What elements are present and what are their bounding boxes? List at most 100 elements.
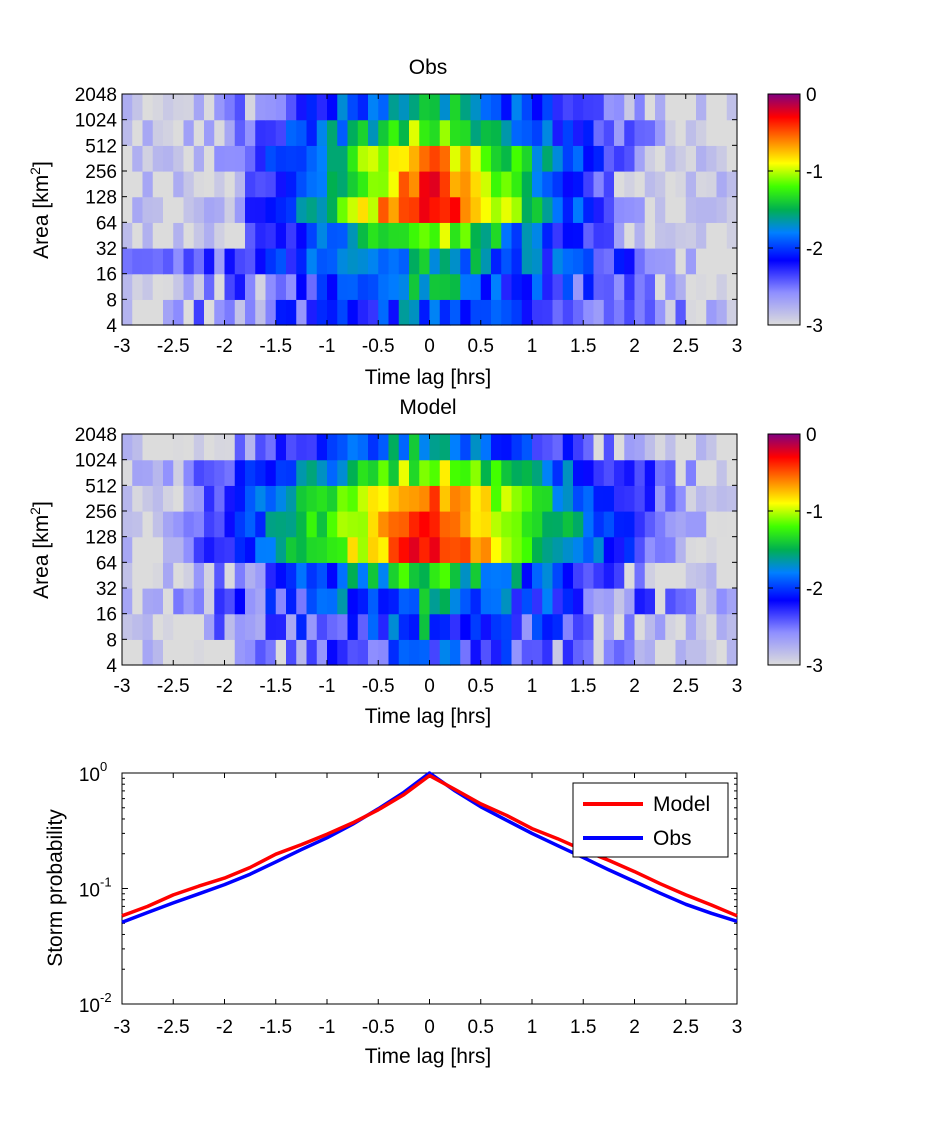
x-tick-label: 3 xyxy=(732,676,743,697)
heatmap-cell xyxy=(234,222,246,249)
heatmap-cell xyxy=(562,588,574,615)
heatmap-cell xyxy=(501,145,513,172)
heatmap-cell xyxy=(665,485,677,512)
heatmap-cell xyxy=(296,196,308,223)
heatmap-cell xyxy=(286,588,297,615)
heatmap-cell xyxy=(265,485,277,512)
heatmap-cell xyxy=(655,485,666,512)
x-tick-label: 1.5 xyxy=(570,676,596,697)
heatmap-cell xyxy=(398,171,410,198)
heatmap-cell xyxy=(357,196,369,223)
heatmap-cell xyxy=(583,196,595,223)
heatmap-cell xyxy=(511,511,523,538)
heatmap-cell xyxy=(644,588,656,615)
heatmap-cell xyxy=(173,511,185,538)
heatmap-cell xyxy=(675,536,687,563)
heatmap-cell xyxy=(593,145,605,172)
heatmap-cell xyxy=(460,248,472,275)
heatmap-cell xyxy=(255,299,267,326)
heatmap-cell xyxy=(521,196,533,223)
heatmap-cell xyxy=(655,119,666,146)
heatmap-cell xyxy=(603,196,615,223)
heatmap-cell xyxy=(132,485,144,512)
heatmap-cell xyxy=(122,222,133,249)
heatmap-cell xyxy=(552,639,564,666)
heatmap-cell xyxy=(450,613,461,640)
heatmap-cell xyxy=(398,248,410,275)
heatmap-cell xyxy=(327,613,338,640)
heatmap-cell xyxy=(173,536,185,563)
heatmap-cell xyxy=(419,119,431,146)
y-tick-label: 32 xyxy=(96,239,117,260)
heatmap-cell xyxy=(726,588,738,615)
heatmap-cell xyxy=(204,119,215,146)
heatmap-cell xyxy=(234,171,246,198)
heatmap-cell xyxy=(542,273,554,300)
heatmap-cell xyxy=(183,434,195,461)
y-tick-label: 10 xyxy=(79,881,100,902)
heatmap-cell xyxy=(583,459,595,486)
heatmap-cell xyxy=(614,536,625,563)
heatmap-cell xyxy=(532,613,543,640)
heatmap-cell xyxy=(542,171,554,198)
heatmap-cell xyxy=(470,459,482,486)
x-tick-label: 2.5 xyxy=(673,336,699,357)
heatmap-cell xyxy=(624,434,636,461)
heatmap-cell xyxy=(224,485,236,512)
heatmap-cell xyxy=(214,248,226,275)
heatmap-cell xyxy=(316,536,328,563)
heatmap-cell xyxy=(552,196,564,223)
heatmap-cell xyxy=(265,273,277,300)
heatmap-cell xyxy=(409,196,420,223)
heatmap-cell xyxy=(296,299,308,326)
heatmap-cell xyxy=(409,299,420,326)
heatmap-cell xyxy=(152,511,164,538)
heatmap-cell xyxy=(665,119,677,146)
heatmap-cell xyxy=(573,459,584,486)
heatmap-cell xyxy=(398,94,410,121)
heatmap-cell xyxy=(204,588,215,615)
heatmap-cell xyxy=(265,299,277,326)
heatmap-cell xyxy=(542,196,554,223)
heatmap-cell xyxy=(306,196,318,223)
line-y-axis-label: Storm probability xyxy=(44,809,67,967)
heatmap-cell xyxy=(726,248,738,275)
heatmap-cell xyxy=(368,196,379,223)
heatmap-cell xyxy=(603,485,615,512)
heatmap-cell xyxy=(429,273,441,300)
heatmap-cell xyxy=(234,511,246,538)
heatmap-cell xyxy=(552,145,564,172)
heatmap-cell xyxy=(214,588,226,615)
heatmap-cell xyxy=(398,511,410,538)
heatmap-cell xyxy=(378,588,390,615)
heatmap-cell xyxy=(429,119,441,146)
heatmap-cell xyxy=(327,299,338,326)
heatmap-cell xyxy=(132,145,144,172)
heatmap-cell xyxy=(603,639,615,666)
heatmap-cell xyxy=(214,434,226,461)
heatmap-cell xyxy=(214,119,226,146)
heatmap-cell xyxy=(429,613,441,640)
heatmap-cell xyxy=(368,459,379,486)
heatmap-cell xyxy=(644,94,656,121)
heatmap-cell xyxy=(624,145,636,172)
heatmap-cell xyxy=(491,562,502,589)
heatmap-cell xyxy=(532,273,543,300)
heatmap-cell xyxy=(388,222,400,249)
heatmap-cell xyxy=(296,273,308,300)
heatmap-cell xyxy=(706,248,718,275)
heatmap-cell xyxy=(593,588,605,615)
heatmap-cell xyxy=(532,588,543,615)
heatmap-cell xyxy=(573,588,584,615)
heatmap-cell xyxy=(716,485,728,512)
heatmap-cell xyxy=(634,171,646,198)
heatmap-cell xyxy=(439,613,451,640)
heatmap-cell xyxy=(696,119,707,146)
model-heatmap-panel: Model -3 -2.5 -2 -1.5 -1 -0.5 0 0.5 1 1.5 2 2.5 3 4 8… xyxy=(27,396,823,728)
heatmap-cell xyxy=(614,222,625,249)
obs-colorbar-ticks: 0 -1 -2 -3 xyxy=(768,85,823,337)
heatmap-cell xyxy=(450,248,461,275)
heatmap-cell xyxy=(480,588,492,615)
heatmap-cell xyxy=(245,248,256,275)
heatmap-cell xyxy=(265,222,277,249)
